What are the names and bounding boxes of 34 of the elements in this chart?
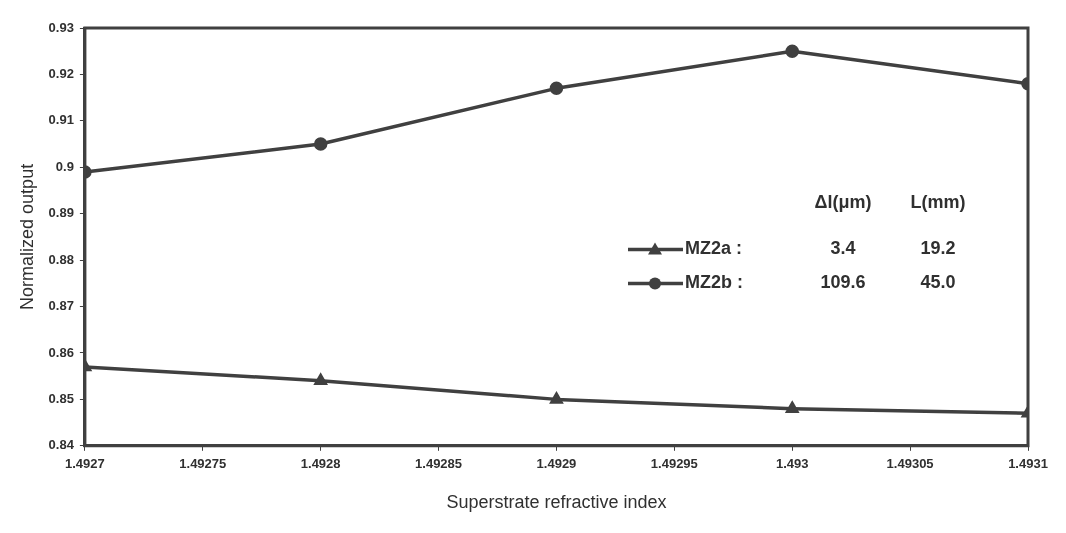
y-tick-label: 0.93 <box>48 19 74 35</box>
y-tick-label: 0.85 <box>48 390 74 406</box>
point <box>785 44 799 58</box>
x-tick-label: 1.493 <box>775 456 809 472</box>
y-tick-label: 0.9 <box>55 158 74 174</box>
annotation: 19.2 <box>920 238 956 259</box>
legend-label: MZ2a : <box>685 238 743 259</box>
x-tick-label: 1.49275 <box>179 456 227 472</box>
point <box>549 81 564 96</box>
y-tick-label: 0.84 <box>48 437 75 453</box>
x-tick-label: 1.49295 <box>650 456 698 472</box>
x-tick-label: 1.49305 <box>886 456 934 472</box>
annotation: 45.0 <box>920 272 956 293</box>
annotation: Δl(μm) <box>814 192 872 213</box>
y-tick-label: 0.88 <box>48 251 74 267</box>
y-tick-label: 0.89 <box>48 205 74 221</box>
y-tick-label: 0.87 <box>48 298 74 314</box>
annotation: L(mm) <box>910 192 966 213</box>
x-tick-label: 1.4927 <box>65 456 105 472</box>
y-tick-label: 0.92 <box>48 66 74 81</box>
y-tick-label: 0.86 <box>48 344 74 360</box>
y-axis-title: Normalized output <box>16 163 37 310</box>
y-tick-label: 0.91 <box>48 112 74 128</box>
x-tick-label: 1.4928 <box>300 456 341 472</box>
point <box>313 137 328 151</box>
x-tick-label: 1.4931 <box>1008 456 1048 472</box>
x-tick-label: 1.4929 <box>536 456 577 472</box>
point <box>786 401 799 413</box>
x-tick-label: 1.49285 <box>415 456 463 472</box>
point <box>550 392 563 404</box>
annotation: 3.4 <box>830 238 856 259</box>
legend-label: MZ2b : <box>685 272 743 293</box>
annotation: 109.6 <box>820 272 866 293</box>
x-axis-title: Superstrate refractive index <box>446 492 667 513</box>
